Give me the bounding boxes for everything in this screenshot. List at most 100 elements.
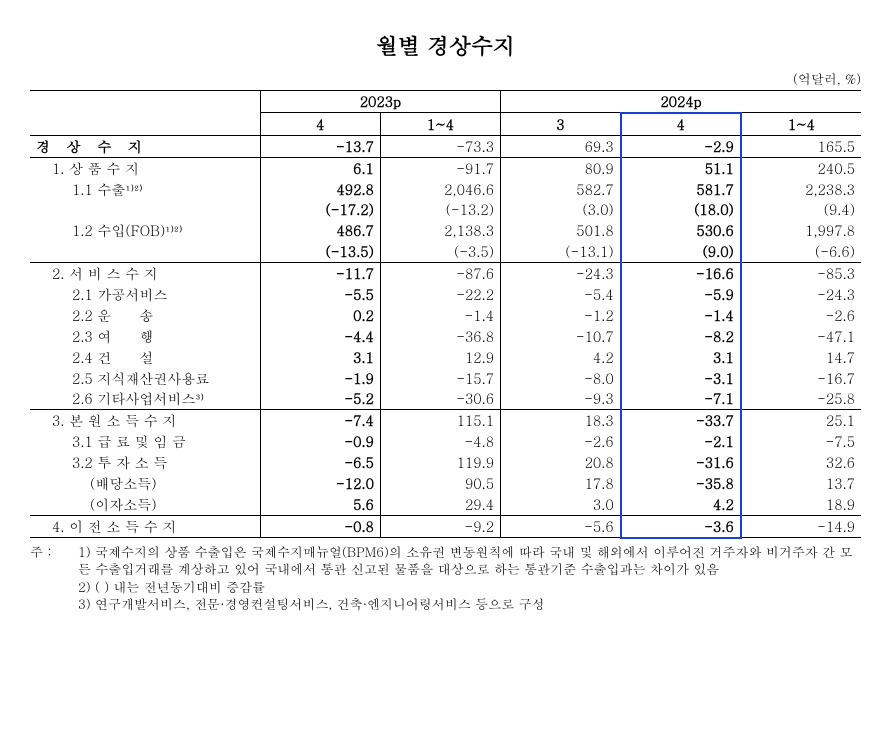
cell: 2,046.6 — [380, 179, 500, 200]
cell: 486.7 — [260, 220, 380, 241]
note-2: 2) ( ) 내는 전년동기대비 증감률 — [78, 578, 861, 596]
cell: (3.0) — [501, 199, 621, 220]
cell: -1.4 — [621, 305, 741, 326]
table-row: (배당소득)-12.090.517.8-35.813.7 — [30, 473, 861, 494]
cell: -9.3 — [501, 388, 621, 409]
cell: -3.6 — [621, 515, 741, 537]
note-1: 1) 국제수지의 상품 수출입은 국제수지매뉴얼(BPM6)의 소유권 변동원칙… — [78, 543, 861, 578]
page-title: 월별 경상수지 — [30, 30, 861, 61]
cell: 3.0 — [501, 494, 621, 515]
cell: -2.6 — [501, 431, 621, 452]
cell: 165.5 — [741, 135, 861, 157]
table-row: (-17.2)(-13.2)(3.0)(18.0)(9.4) — [30, 199, 861, 220]
table-row: 2.3 여 행-4.4-36.8-10.7-8.2-47.1 — [30, 326, 861, 347]
col-2024-3: 3 — [501, 113, 621, 135]
row-label: 3.2 투 자 소 득 — [30, 452, 260, 473]
cell: 582.7 — [501, 179, 621, 200]
unit-label: (억달러, %) — [30, 69, 861, 88]
cell: (-3.5) — [380, 241, 500, 262]
note-spacer — [30, 578, 78, 596]
row-label: 1.1 수출¹⁾²⁾ — [30, 179, 260, 200]
cell: 29.4 — [380, 494, 500, 515]
row-label: 3.1 급 료 및 임 금 — [30, 431, 260, 452]
col-2024-1to4: 1~4 — [741, 113, 861, 135]
row-label: 2.5 지식재산권사용료 — [30, 368, 260, 389]
row-label: 2. 서 비 스 수 지 — [30, 263, 260, 284]
cell: -15.7 — [380, 368, 500, 389]
row-label: 경 상 수 지 — [30, 135, 260, 157]
cell: (9.4) — [741, 199, 861, 220]
row-label — [30, 241, 260, 262]
cell: 69.3 — [501, 135, 621, 157]
cell: 5.6 — [260, 494, 380, 515]
cell: 3.1 — [621, 347, 741, 368]
cell: 51.1 — [621, 157, 741, 178]
note-spacer — [30, 595, 78, 613]
cell: -2.1 — [621, 431, 741, 452]
col-2023-1to4: 1~4 — [380, 113, 500, 135]
cell: -5.4 — [501, 284, 621, 305]
cell: -16.6 — [621, 263, 741, 284]
cell: -11.7 — [260, 263, 380, 284]
cell: 492.8 — [260, 179, 380, 200]
cell: 32.6 — [741, 452, 861, 473]
cell: (-6.6) — [741, 241, 861, 262]
col-2024-4: 4 — [621, 113, 741, 135]
table-row: (이자소득)5.629.43.04.218.9 — [30, 494, 861, 515]
row-label: 2.6 기타사업서비스³⁾ — [30, 388, 260, 409]
table-row: 1.1 수출¹⁾²⁾492.82,046.6582.7581.72,238.3 — [30, 179, 861, 200]
table-row: 2.6 기타사업서비스³⁾-5.2-30.6-9.3-7.1-25.8 — [30, 388, 861, 409]
cell: -5.9 — [621, 284, 741, 305]
cell: -8.2 — [621, 326, 741, 347]
cell: -12.0 — [260, 473, 380, 494]
cell: -5.2 — [260, 388, 380, 409]
table-row: 2.2 운 송0.2-1.4-1.2-1.4-2.6 — [30, 305, 861, 326]
row-label: 2.1 가공서비스 — [30, 284, 260, 305]
cell: (-17.2) — [260, 199, 380, 220]
cell: -33.7 — [621, 410, 741, 431]
cell: -24.3 — [501, 263, 621, 284]
cell: -25.8 — [741, 388, 861, 409]
cell: 18.9 — [741, 494, 861, 515]
table-row: 2.5 지식재산권사용료-1.9-15.7-8.0-3.1-16.7 — [30, 368, 861, 389]
cell: -16.7 — [741, 368, 861, 389]
table-row: 경 상 수 지-13.7-73.369.3-2.9165.5 — [30, 135, 861, 157]
cell: 14.7 — [741, 347, 861, 368]
cell: -36.8 — [380, 326, 500, 347]
cell: -8.0 — [501, 368, 621, 389]
cell: 2,238.3 — [741, 179, 861, 200]
cell: -0.8 — [260, 515, 380, 537]
table-body: 경 상 수 지-13.7-73.369.3-2.9165.51. 상 품 수 지… — [30, 135, 861, 537]
cell: -4.4 — [260, 326, 380, 347]
cell: -31.6 — [621, 452, 741, 473]
cell: -1.9 — [260, 368, 380, 389]
header-2023: 2023p — [260, 91, 500, 113]
cell: -87.6 — [380, 263, 500, 284]
cell: -24.3 — [741, 284, 861, 305]
row-label: 1. 상 품 수 지 — [30, 157, 260, 178]
cell: 581.7 — [621, 179, 741, 200]
header-blank — [30, 91, 260, 136]
table-row: (-13.5)(-3.5)(-13.1)(9.0)(-6.6) — [30, 241, 861, 262]
cell: 119.9 — [380, 452, 500, 473]
cell: (-13.5) — [260, 241, 380, 262]
cell: -4.8 — [380, 431, 500, 452]
cell: 25.1 — [741, 410, 861, 431]
row-label: (배당소득) — [30, 473, 260, 494]
cell: (18.0) — [621, 199, 741, 220]
col-2023-4: 4 — [260, 113, 380, 135]
cell: -6.5 — [260, 452, 380, 473]
cell: (9.0) — [621, 241, 741, 262]
cell: -5.5 — [260, 284, 380, 305]
cell: -3.1 — [621, 368, 741, 389]
note-3: 3) 연구개발서비스, 전문·경영컨설팅서비스, 건축·엔지니어링서비스 등으로… — [78, 595, 861, 613]
table-row: 2. 서 비 스 수 지-11.7-87.6-24.3-16.6-85.3 — [30, 263, 861, 284]
table-row: 3.2 투 자 소 득-6.5119.920.8-31.632.6 — [30, 452, 861, 473]
cell: -7.1 — [621, 388, 741, 409]
footnotes: 주 : 1) 국제수지의 상품 수출입은 국제수지매뉴얼(BPM6)의 소유권 … — [30, 543, 861, 613]
cell: -22.2 — [380, 284, 500, 305]
cell: 0.2 — [260, 305, 380, 326]
cell: -2.9 — [621, 135, 741, 157]
cell: -1.2 — [501, 305, 621, 326]
cell: 80.9 — [501, 157, 621, 178]
